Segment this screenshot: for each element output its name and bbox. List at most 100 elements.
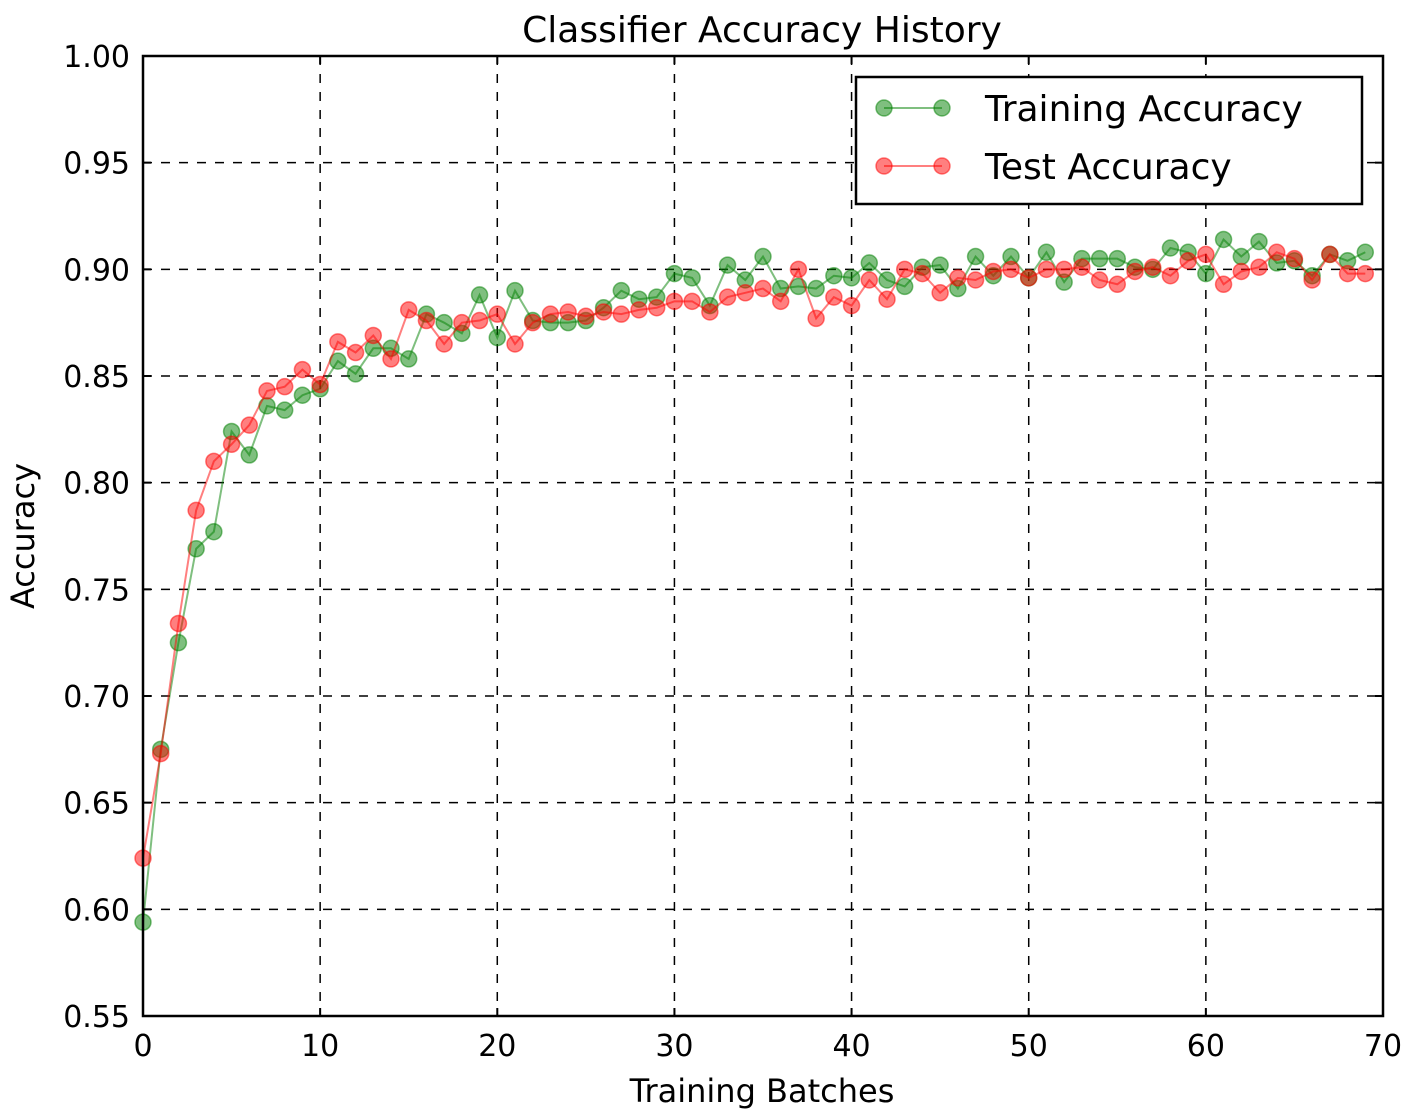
y-tick-label: 0.60 xyxy=(63,893,130,928)
x-tick-label: 30 xyxy=(655,1029,693,1064)
data-point xyxy=(1321,245,1339,264)
data-point xyxy=(488,305,507,323)
data-point xyxy=(683,269,701,287)
data-point xyxy=(789,260,808,279)
chart-title: Classifier Accuracy History xyxy=(522,10,1002,51)
y-tick-label: 0.55 xyxy=(63,1000,130,1035)
data-point xyxy=(506,335,524,353)
data-point xyxy=(435,335,453,353)
data-point xyxy=(895,277,914,296)
data-point xyxy=(541,305,560,323)
data-point xyxy=(1267,243,1286,262)
data-point xyxy=(807,279,825,298)
data-point xyxy=(1161,239,1180,257)
data-point xyxy=(506,281,524,300)
series-training-accuracy xyxy=(134,230,1375,931)
data-point xyxy=(754,279,772,298)
x-axis: 0 10 20 30 40 50 60 70 xyxy=(133,56,1402,1064)
data-point xyxy=(1090,271,1109,289)
legend-frame xyxy=(854,75,1364,206)
data-point xyxy=(187,501,205,520)
data-point xyxy=(966,271,985,289)
x-tick-label: 70 xyxy=(1364,1029,1402,1064)
data-point xyxy=(860,254,879,272)
data-point xyxy=(630,301,648,319)
y-tick-label: 0.80 xyxy=(63,467,130,502)
data-point xyxy=(665,292,684,311)
data-point xyxy=(665,264,684,283)
data-point xyxy=(878,290,896,308)
data-point xyxy=(1073,258,1091,276)
series-line xyxy=(142,251,1366,859)
y-tick-label: 1.00 xyxy=(63,40,130,75)
data-point xyxy=(1338,264,1357,283)
data-point xyxy=(1197,245,1215,264)
data-point xyxy=(1214,275,1233,294)
plot-background xyxy=(143,56,1383,1016)
data-point xyxy=(1019,269,1038,287)
x-axis-label: Training Batches xyxy=(629,1072,895,1110)
data-point xyxy=(293,386,312,404)
series-test-accuracy xyxy=(134,243,1375,867)
y-tick-label: 0.65 xyxy=(63,787,130,822)
data-point xyxy=(931,256,949,274)
data-point xyxy=(1179,252,1197,270)
data-point xyxy=(771,292,790,311)
data-point xyxy=(453,313,471,332)
data-point xyxy=(346,365,365,383)
data-point xyxy=(842,296,861,315)
data-point xyxy=(470,286,489,304)
data-point xyxy=(559,303,577,321)
y-tick-label: 0.75 xyxy=(63,573,130,608)
data-point xyxy=(1108,249,1127,268)
series-layer xyxy=(134,230,1375,931)
data-point xyxy=(807,309,825,328)
data-point xyxy=(258,382,276,400)
data-point xyxy=(1037,260,1056,279)
data-point xyxy=(1090,249,1109,268)
legend-marker xyxy=(875,99,893,117)
data-point xyxy=(984,262,1003,281)
data-point xyxy=(1214,230,1233,249)
y-tick-label: 0.70 xyxy=(63,680,130,715)
data-point xyxy=(754,247,772,266)
legend-marker xyxy=(933,157,951,175)
data-point xyxy=(275,377,294,396)
data-point xyxy=(895,260,914,279)
data-point xyxy=(382,350,400,368)
y-tick-label: 0.90 xyxy=(63,253,130,288)
data-point xyxy=(718,256,737,274)
data-point xyxy=(1232,247,1251,266)
series-line xyxy=(142,237,1366,923)
data-point xyxy=(151,744,170,763)
data-point xyxy=(878,271,896,289)
legend-label: Training Accuracy xyxy=(984,89,1303,130)
data-point xyxy=(399,350,418,368)
data-point xyxy=(1002,260,1020,279)
data-point xyxy=(683,292,701,311)
data-point xyxy=(1356,264,1375,283)
x-tick-label: 10 xyxy=(301,1029,339,1064)
data-point xyxy=(169,614,188,633)
data-point xyxy=(205,522,223,541)
data-point xyxy=(931,284,949,302)
data-point xyxy=(435,313,453,332)
data-point xyxy=(612,305,631,323)
y-tick-label: 0.95 xyxy=(63,147,130,182)
data-point xyxy=(577,307,595,326)
data-point xyxy=(647,298,666,317)
data-point xyxy=(1161,266,1180,285)
data-point xyxy=(1250,258,1268,276)
data-point xyxy=(966,247,985,266)
data-point xyxy=(1250,232,1268,251)
data-point xyxy=(523,313,542,332)
data-point xyxy=(736,284,755,302)
data-point xyxy=(275,401,294,419)
data-point xyxy=(1356,243,1375,262)
data-point xyxy=(329,333,347,351)
data-point xyxy=(594,303,613,321)
x-tick-label: 60 xyxy=(1187,1029,1225,1064)
data-point xyxy=(311,375,329,394)
data-point xyxy=(913,264,932,283)
